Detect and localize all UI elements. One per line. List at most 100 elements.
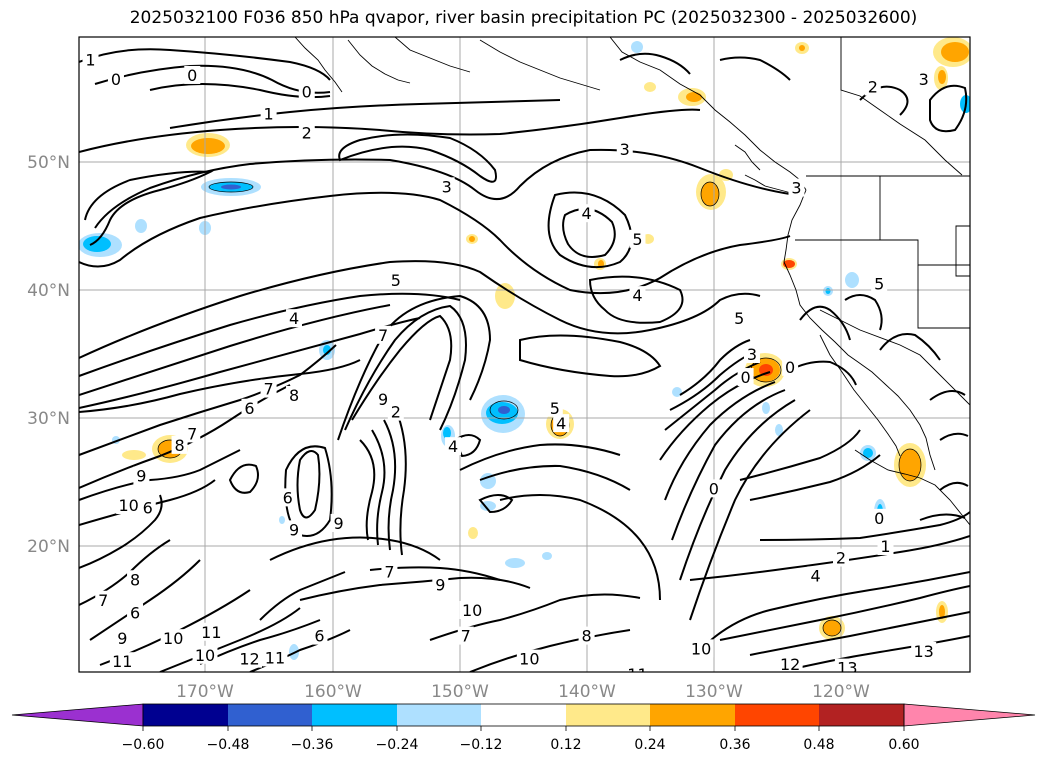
contour-label: 2 [302,124,312,143]
contour-label-bg [286,520,303,539]
contour-label: 0 [187,66,197,85]
contour-label-bg [807,566,824,585]
colorbar-segment-6 [566,704,650,726]
colorbar-tick-label: 0.60 [888,737,919,753]
map-panel: 1000123345454754578678910654300001248769… [79,37,970,684]
contour-label-bg [286,385,303,404]
contour-label: 5 [734,309,744,328]
contour-label: 10 [195,646,215,665]
contour-label: 2 [836,549,846,568]
contour-label: 6 [314,627,324,646]
contour-label: 1 [85,51,95,70]
contour-label: 5 [550,399,560,418]
colorbar-tick-label: −0.48 [207,737,250,753]
contour-label-bg [387,270,404,289]
contour-label: 5 [391,271,401,290]
colorbar-max-extension [903,703,1036,727]
contour-label: 12 [780,655,800,674]
contour-label-bg [743,345,760,363]
contour-label: 0 [709,479,719,498]
contour-label: 1 [264,104,274,123]
contour-label-bg [688,639,714,658]
lat-label-20n: 20°N [27,537,70,557]
contour-label-bg [387,402,404,421]
contour-label-bg [553,414,570,433]
contour-label: 4 [448,437,458,456]
colorbar-tick-label: 0.24 [634,737,665,753]
colorbar-segment-9 [819,704,904,726]
contour-label-bg [82,50,99,69]
contour-label: 9 [289,520,299,539]
contour-label: 7 [461,627,471,646]
colorbar-min-extension [11,703,144,727]
contour-label-bg [184,65,201,84]
contour-label: 3 [620,140,630,159]
contour-label-bg [375,389,392,408]
longitude-labels: 170°W 160°W 150°W 140°W 130°W 120°W [176,682,870,702]
contour-label-bg [184,424,201,443]
contour-label-bg [629,229,646,248]
colorbar-tick-label: 0.36 [719,737,750,753]
contour-label-bg [457,626,474,645]
contour-label: 11 [112,652,132,671]
contour-label: 10 [462,601,482,620]
contour-label-bg [286,309,303,328]
contour-label-bg [262,648,288,667]
contour-label-bg [116,496,142,515]
lon-label-130w: 130°W [685,682,743,702]
colorbar-segment-3 [312,704,397,726]
contour-label-bg [298,123,315,142]
colorbar-tick-label: −0.12 [460,737,503,753]
contour-label-bg [198,622,224,641]
page-title: 2025032100 F036 850 hPa qvapor, river ba… [129,8,918,28]
map-frame [78,36,971,673]
contour-label: 7 [264,380,274,399]
contour-label-bg [114,629,131,648]
contour-label: 4 [289,309,299,328]
contour-label-bg [782,357,799,376]
contour-label-bg [375,325,392,344]
contour-label: 6 [283,488,293,507]
contour-label-bg [777,654,803,672]
contour-label: 0 [302,83,312,102]
contour-label-bg [731,309,748,328]
lon-label-150w: 150°W [431,682,489,702]
contour-label-bg [616,140,633,159]
contour-label-bg [109,652,135,671]
contour-label: 7 [378,326,388,345]
contour-label-bg [578,204,595,223]
contour-label-bg [127,603,144,622]
lat-label-40n: 40°N [27,281,70,301]
contour-label: 7 [98,591,108,610]
contour-label-bg [107,69,124,88]
contour-label-bg [833,548,849,567]
contour-label: 10 [163,629,183,648]
contour-label-bg [629,286,646,305]
contour-label: 4 [632,286,642,305]
contour-label-bg [624,665,650,672]
contour-label: 10 [119,496,139,515]
lat-label-50n: 50°N [27,153,70,173]
contour-label-bg [241,398,258,417]
contour-label-bg [133,466,150,485]
lon-label-120w: 120°W [812,682,870,702]
contour-label-bg [864,77,881,96]
contour-label: 11 [627,665,647,684]
contour-label-bg [915,69,932,88]
colorbar: −0.60 −0.48 −0.36 −0.24 −0.12 0.12 0.24 … [11,703,1036,753]
contour-label: 5 [874,275,884,294]
contour-label-bg [127,570,144,589]
contour-label: 11 [201,623,221,642]
contour-label: 1 [880,537,890,556]
contour-label: 3 [747,345,757,364]
contour-label-bg [516,649,542,668]
contour-label: 2 [868,77,878,96]
colorbar-tick-label: 0.12 [550,737,581,753]
contour-label: 3 [442,177,452,196]
contour-label-bg [877,537,894,555]
colorbar-tick-label: −0.24 [376,737,419,753]
colorbar-segment-5 [481,704,566,726]
latitude-labels: 50°N 40°N 30°N 20°N [27,153,70,557]
colorbar-segment-7 [650,704,735,726]
